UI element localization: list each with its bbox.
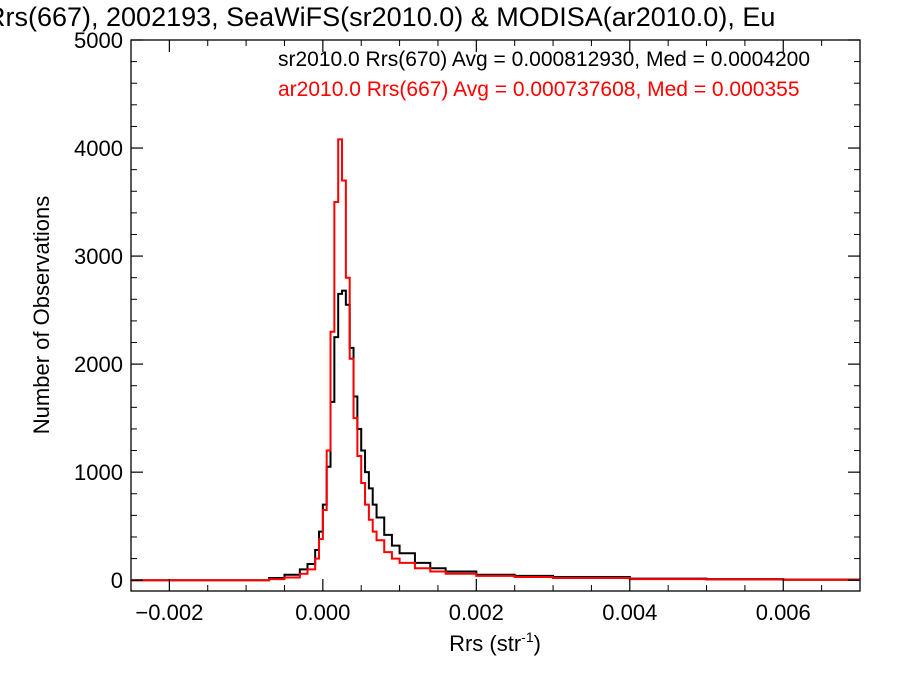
plot-area [130, 39, 861, 592]
y-tick-label: 0 [111, 568, 123, 593]
x-tick-label: −0.002 [135, 600, 203, 625]
y-tick-label: 5000 [74, 28, 123, 53]
x-tick-label: 0.000 [295, 600, 350, 625]
legend-entry-sr2010: sr2010.0 Rrs(670) Avg = 0.000812930, Med… [278, 48, 810, 71]
x-tick-label: 0.004 [602, 600, 657, 625]
x-axis-title-superscript: -1 [521, 629, 534, 645]
x-axis-title: Rrs (str-1) [449, 629, 541, 656]
series-line-ar2010 [131, 138, 861, 582]
x-tick-label: 0.002 [449, 600, 504, 625]
x-axis-title-end: ) [534, 631, 541, 656]
legend-entry-ar2010: ar2010.0 Rrs(667) Avg = 0.000737608, Med… [278, 78, 800, 101]
y-tick-label: 1000 [74, 460, 123, 485]
plot-frame [130, 39, 861, 592]
y-axis-title: Number of Observations [29, 196, 54, 434]
x-axis-title-main: Rrs (str [449, 631, 521, 656]
x-tick-label: 0.006 [756, 600, 811, 625]
chart-title: Rrs(667), 2002193, SeaWiFS(sr2010.0) & M… [0, 2, 775, 32]
y-tick-label: 2000 [74, 352, 123, 377]
y-tick-label: 4000 [74, 136, 123, 161]
series-line-sr2010 [131, 289, 861, 582]
series-group [131, 138, 861, 582]
axis-ticks: −0.002 0.000 0.002 0.004 0.006 0 1000 2000 3000 4… [74, 28, 861, 625]
y-tick-label: 3000 [74, 244, 123, 269]
